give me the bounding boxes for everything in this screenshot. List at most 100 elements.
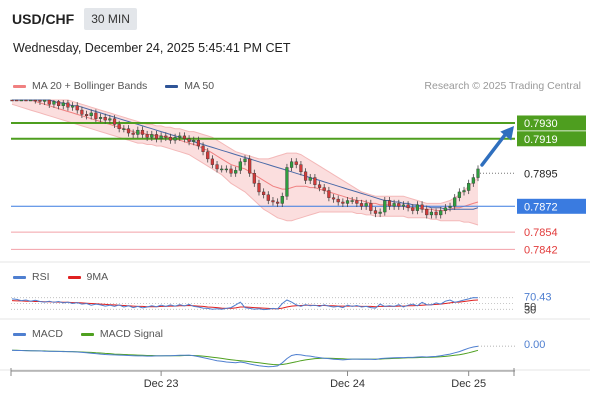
candle-body xyxy=(201,145,205,152)
candle-body xyxy=(369,203,373,211)
rsi-tick-label-2: 30 xyxy=(524,304,536,316)
candle-body xyxy=(401,204,406,207)
rsi-tick-label-0: 70.43 xyxy=(524,292,552,304)
candle-body xyxy=(89,112,93,116)
legend-item-macd: MACD xyxy=(13,328,63,340)
candle-body xyxy=(331,197,336,200)
legend-item-rsi-ma: 9MA xyxy=(67,271,109,283)
candle-body xyxy=(15,99,19,102)
candle-body xyxy=(462,190,466,193)
last-price-box xyxy=(517,165,585,181)
candle-body xyxy=(136,129,140,135)
level-box-3 xyxy=(517,198,586,214)
candle-body xyxy=(392,203,396,207)
macd-tick-label-0: 0.00 xyxy=(524,339,545,351)
legend-item-ma50: MA 50 xyxy=(165,80,214,92)
candle-body xyxy=(406,204,410,208)
candle-body xyxy=(103,117,107,121)
candle-body xyxy=(434,211,438,216)
legend-swatch-rsi xyxy=(13,275,26,279)
candle-body xyxy=(229,168,233,174)
legend-swatch-macd xyxy=(13,332,26,336)
candle-body xyxy=(178,135,182,138)
candle-body xyxy=(313,177,317,185)
candle-body xyxy=(122,128,126,130)
legend-label-macd: MACD xyxy=(32,328,63,340)
candle-body xyxy=(10,99,14,102)
candle-body xyxy=(70,105,75,108)
candle-body xyxy=(299,164,303,173)
candle-body xyxy=(112,118,117,125)
candle-body xyxy=(383,200,387,213)
candle-body xyxy=(341,201,345,204)
candle-body xyxy=(294,161,298,165)
x-axis-label-0: Dec 23 xyxy=(144,378,179,390)
candle-body xyxy=(117,124,121,129)
rsi-tick-label-1: 50 xyxy=(524,302,536,314)
legend-swatch-ma50 xyxy=(165,84,179,88)
candle-body xyxy=(453,197,457,207)
candle-body xyxy=(448,206,452,208)
candle-body xyxy=(19,99,23,102)
bollinger-upper-line xyxy=(12,99,479,204)
candle-body xyxy=(164,135,168,138)
legend-label-macd-signal: MACD Signal xyxy=(99,328,163,340)
candle-body xyxy=(168,137,173,141)
candle-body xyxy=(439,210,443,216)
candle-body xyxy=(38,99,42,102)
candle-body xyxy=(243,158,247,162)
candle-body xyxy=(57,101,61,106)
level-label-2: 0.7895 xyxy=(524,168,558,180)
candle-body xyxy=(303,171,308,181)
candle-body xyxy=(443,207,447,211)
candle-body xyxy=(317,184,322,188)
rsi-legend: RSI 9MA xyxy=(13,271,126,283)
candle-body xyxy=(345,200,350,204)
candle-body xyxy=(145,134,149,138)
candle-body xyxy=(173,137,177,141)
candle-body xyxy=(94,112,98,119)
candle-body xyxy=(187,138,191,142)
legend-label-rsi-ma: 9MA xyxy=(86,271,109,283)
candle-body xyxy=(220,168,224,171)
candle-body xyxy=(215,164,219,170)
candle-body xyxy=(257,183,261,193)
candle-body xyxy=(84,114,89,117)
timeframe-badge[interactable]: 30 MIN xyxy=(84,8,137,30)
level-label-4: 0.7854 xyxy=(524,227,558,239)
x-axis-label-1: Dec 24 xyxy=(330,378,365,390)
legend-swatch-ma20 xyxy=(13,84,26,88)
credit-label: Research © 2025 Trading Central xyxy=(424,80,581,92)
candle-body xyxy=(336,198,340,203)
candle-body xyxy=(150,134,154,138)
legend-swatch-rsi-ma xyxy=(67,275,81,279)
candle-body xyxy=(126,128,131,134)
candle-body xyxy=(266,194,270,201)
legend-label-ma20: MA 20 + Bollinger Bands xyxy=(32,80,148,92)
candle-body xyxy=(182,135,187,139)
candle-body xyxy=(364,203,368,207)
candle-body xyxy=(308,177,312,181)
candle-body xyxy=(457,191,461,198)
candle-body xyxy=(359,203,364,207)
candle-body xyxy=(425,208,429,216)
candle-body xyxy=(327,190,331,198)
candle-body xyxy=(290,161,294,168)
candle-body xyxy=(196,140,200,147)
candle-body xyxy=(75,105,79,111)
rsi-line xyxy=(11,297,479,311)
level-box-0 xyxy=(517,115,586,131)
projection-arrow-head xyxy=(500,125,514,141)
macd-legend: MACD MACD Signal xyxy=(13,328,181,340)
macd-line xyxy=(11,345,479,368)
x-axis-label-2: Dec 25 xyxy=(451,378,486,390)
candle-body xyxy=(276,201,280,204)
candle-body xyxy=(66,102,70,108)
legend-item-rsi: RSI xyxy=(13,271,50,283)
candle-body xyxy=(98,117,103,119)
candle-body xyxy=(387,200,392,207)
candle-body xyxy=(52,101,56,105)
candle-body xyxy=(415,204,420,211)
legend-label-rsi: RSI xyxy=(32,271,50,283)
candle-body xyxy=(467,183,471,191)
